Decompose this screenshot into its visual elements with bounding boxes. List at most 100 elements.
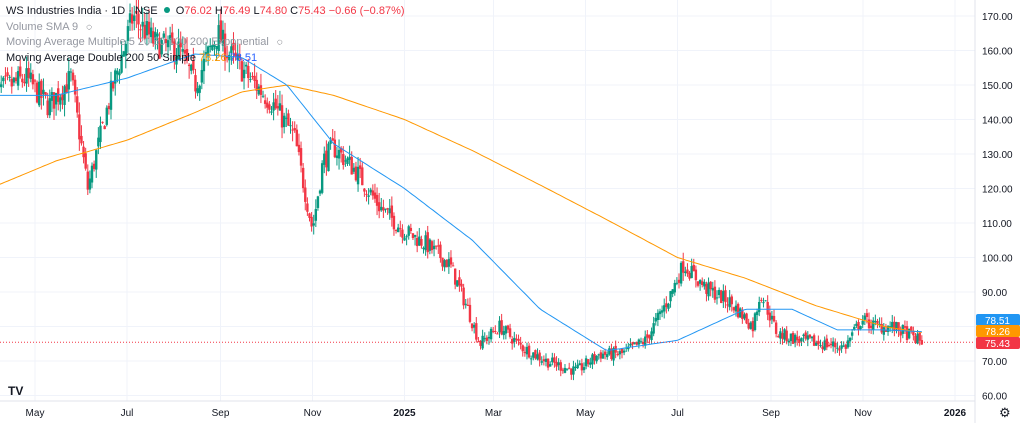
candle-body	[747, 322, 750, 329]
candle-body	[679, 262, 683, 284]
candle-body	[842, 345, 845, 347]
candle-body	[574, 366, 577, 368]
candle-body	[654, 317, 657, 322]
candle-body	[204, 52, 208, 54]
candle-body	[190, 64, 193, 71]
candle-body	[635, 341, 638, 345]
ma50-line	[0, 53, 922, 351]
candle-body	[164, 38, 168, 44]
y-tick-label: 110.00	[982, 219, 1012, 230]
candle-body	[582, 367, 586, 371]
candle-body	[893, 321, 896, 332]
candle-body	[242, 69, 246, 79]
candle-body	[2, 77, 5, 82]
candle-body	[487, 336, 491, 339]
candle-body	[432, 245, 436, 250]
candle-body	[318, 190, 322, 194]
candle-body	[483, 338, 486, 340]
candle-body	[462, 287, 465, 306]
candle-body	[606, 354, 609, 358]
candle-body	[576, 364, 579, 369]
candle-body	[646, 334, 649, 338]
eye-hidden-icon[interactable]: ◌	[276, 37, 283, 48]
candle-body	[312, 223, 315, 226]
candle-body	[785, 330, 788, 342]
candle-body	[234, 52, 237, 57]
candle-body	[891, 321, 894, 329]
ma50-value: 78.51	[229, 51, 258, 64]
candle-body	[445, 259, 448, 268]
chart-legend: WS Industries India · 1D · NSE O76.02 H7…	[6, 4, 405, 66]
candle-body	[35, 82, 39, 103]
candle-body	[859, 326, 862, 330]
candle-body	[211, 45, 214, 50]
candle-body	[411, 233, 415, 238]
candle-body	[149, 27, 153, 38]
candle-body	[124, 43, 127, 56]
symbol-title[interactable]: WS Industries India · 1D · NSE	[6, 5, 158, 17]
candle-body	[63, 86, 66, 105]
candle-body	[337, 149, 341, 159]
candle-body	[428, 239, 432, 251]
candle-body	[291, 129, 294, 131]
candle-body	[755, 311, 759, 316]
candle-body	[320, 163, 324, 193]
candle-body	[589, 362, 592, 365]
candle-body	[209, 45, 212, 48]
candle-body	[143, 24, 146, 39]
candle-body	[329, 140, 332, 144]
candle-body	[644, 336, 647, 346]
candle-body	[304, 187, 307, 202]
candle-body	[660, 310, 664, 313]
candle-body	[67, 71, 70, 90]
candle-body	[508, 328, 512, 337]
candle-body	[884, 329, 888, 332]
legend-ma-double-row[interactable]: Moving Average Double 200 50 Simple 78.2…	[6, 51, 405, 67]
x-tick-label: 2025	[393, 408, 416, 419]
x-tick-label: Sep	[212, 408, 230, 419]
candle-body	[200, 69, 204, 83]
candle-body	[19, 66, 22, 77]
candle-body	[500, 320, 503, 335]
candle-body	[912, 331, 915, 336]
candle-body	[97, 137, 100, 147]
candle-body	[652, 323, 655, 334]
price-badge-label: 78.26	[985, 327, 1010, 338]
candle-body	[542, 359, 546, 362]
candle-body	[815, 342, 818, 346]
candle-body	[219, 20, 223, 43]
candle-body	[27, 68, 30, 78]
gear-icon[interactable]: ⚙	[999, 405, 1011, 420]
candle-body	[396, 227, 400, 233]
candle-body	[185, 49, 189, 61]
candle-body	[61, 94, 64, 101]
candle-body	[658, 311, 662, 315]
candle-body	[521, 345, 524, 352]
ma-double-label[interactable]: Moving Average Double 200 50 Simple	[6, 51, 196, 64]
legend-volume-row[interactable]: Volume SMA 9 ◌	[6, 20, 405, 36]
candle-body	[278, 103, 282, 111]
candle-body	[90, 165, 94, 183]
candle-body	[187, 64, 191, 67]
volume-indicator-label[interactable]: Volume SMA 9	[6, 20, 79, 33]
ma-multiple-label[interactable]: Moving Average Multiple 5 20 50 100 200 …	[6, 36, 269, 48]
legend-ma-multiple-row[interactable]: Moving Average Multiple 5 20 50 100 200 …	[6, 35, 405, 51]
candle-body	[285, 117, 288, 119]
candle-body	[215, 45, 218, 50]
candle-body	[33, 80, 37, 82]
candle-body	[789, 333, 793, 342]
candle-body	[777, 336, 780, 338]
candle-body	[741, 309, 744, 320]
candle-body	[886, 325, 890, 332]
candle-body	[513, 337, 516, 342]
candle-body	[373, 192, 377, 199]
candle-body	[863, 315, 867, 320]
candle-body	[663, 305, 666, 312]
candle-body	[342, 153, 345, 165]
candle-body	[711, 288, 714, 291]
tradingview-logo[interactable]: TV	[8, 384, 24, 398]
candle-body	[166, 40, 170, 48]
eye-hidden-icon[interactable]: ◌	[86, 21, 93, 33]
candle-body	[762, 302, 765, 304]
